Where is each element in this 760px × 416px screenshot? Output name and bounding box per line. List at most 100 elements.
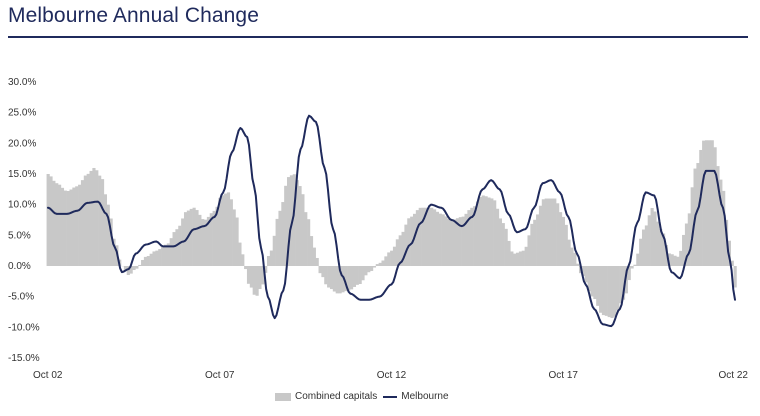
combined-capitals-bar <box>450 220 454 266</box>
combined-capitals-bar <box>358 266 362 284</box>
combined-capitals-bar <box>226 192 231 266</box>
combined-capitals-bar <box>98 175 102 266</box>
combined-capitals-bar <box>613 266 617 317</box>
combined-capitals-bar <box>224 193 228 266</box>
combined-capitals-bar <box>198 214 202 266</box>
combined-capitals-bar <box>341 266 345 293</box>
combined-capitals-bar <box>467 210 471 266</box>
x-tick-label: Oct 07 <box>205 370 235 381</box>
combined-capitals-bar <box>601 266 606 316</box>
title-divider <box>8 36 748 38</box>
combined-capitals-bar <box>490 198 494 266</box>
combined-capitals-bar <box>650 208 654 266</box>
combined-capitals-bar <box>126 266 130 276</box>
combined-capitals-bar <box>175 229 179 266</box>
combined-capitals-bar <box>599 266 603 313</box>
combined-capitals-bar <box>464 213 468 266</box>
combined-capitals-bar <box>412 213 417 266</box>
combined-capitals-bar <box>335 266 339 294</box>
combined-capitals-bar <box>215 206 219 266</box>
y-tick-label: 0.0% <box>8 261 31 272</box>
combined-capitals-bar <box>95 170 99 266</box>
combined-capitals-bar <box>633 264 637 266</box>
combined-capitals-bar <box>610 266 614 319</box>
x-tick-label: Oct 22 <box>719 370 749 381</box>
y-axis: 30.0% 25.0% 20.0% 15.0% 10.0% 5.0% 0.0% -5.0% -1… <box>8 77 40 364</box>
combined-capitals-bar <box>244 266 248 270</box>
combined-capitals-bar <box>318 266 322 274</box>
combined-capitals-bar <box>372 266 377 268</box>
combined-capitals-bar <box>636 253 640 266</box>
combined-capitals-bar <box>123 266 128 271</box>
combined-capitals-bar <box>398 235 402 266</box>
combined-capitals-bar <box>378 262 382 266</box>
combined-capitals-bar <box>653 211 657 266</box>
combined-capitals-bar <box>269 250 273 266</box>
combined-capitals-bar <box>161 246 165 266</box>
combined-capitals-bar <box>647 215 651 266</box>
combined-capitals-bar <box>186 210 190 266</box>
combined-capitals-bar <box>349 266 354 290</box>
combined-capitals-bar <box>501 223 505 266</box>
combined-capitals-bar <box>616 266 620 311</box>
combined-capitals-bar <box>484 196 488 266</box>
y-tick-label: 10.0% <box>8 200 36 211</box>
combined-capitals-bar <box>699 149 703 266</box>
combined-capitals-bar <box>46 174 50 266</box>
combined-capitals-bar <box>100 179 105 266</box>
combined-capitals-bar <box>536 214 540 266</box>
combined-capitals-bar <box>209 213 213 266</box>
combined-capitals-bar <box>418 207 422 266</box>
combined-capitals-bar <box>352 266 357 287</box>
combined-capitals-bar <box>92 167 96 266</box>
combined-capitals-bar <box>533 219 537 266</box>
combined-capitals-bar <box>375 264 379 266</box>
combined-capitals-bar <box>264 266 268 273</box>
combined-capitals-bar <box>69 189 73 266</box>
combined-capitals-bar <box>395 239 399 266</box>
combined-capitals-bar <box>670 254 674 266</box>
legend: Combined capitals Melbourne <box>275 391 449 402</box>
x-tick-label: Oct 12 <box>377 370 407 381</box>
combined-capitals-bar <box>570 247 574 266</box>
combined-capitals-bar <box>424 207 428 266</box>
combined-capitals-bar <box>141 259 145 266</box>
combined-capitals-bar <box>232 209 236 266</box>
combined-capitals-bar <box>596 266 600 306</box>
legend-label-melbourne: Melbourne <box>401 391 449 402</box>
combined-capitals-bar <box>458 217 462 266</box>
combined-capitals-bar <box>238 242 242 266</box>
combined-capitals-bar <box>312 247 316 266</box>
combined-capitals-bar <box>659 228 663 266</box>
combined-capitals-bar <box>607 266 611 318</box>
y-tick-label: 20.0% <box>8 138 36 149</box>
combined-capitals-bar <box>513 253 517 266</box>
combined-capitals-bar <box>204 219 208 266</box>
combined-capitals-bar <box>447 218 451 266</box>
combined-capitals-bar <box>132 266 136 271</box>
combined-capitals-bar <box>344 266 348 292</box>
combined-capitals-bar <box>152 251 156 266</box>
combined-capitals-bar <box>639 238 643 266</box>
combined-capitals-bar <box>364 266 368 276</box>
combined-capitals-bar <box>324 266 328 285</box>
combined-capitals-bar <box>430 207 434 266</box>
combined-capitals-bar <box>327 266 331 288</box>
y-tick-label: 25.0% <box>8 108 36 119</box>
combined-capitals-bar <box>278 210 282 266</box>
combined-capitals-bar <box>381 260 385 266</box>
combined-capitals-bar <box>507 240 511 266</box>
combined-capitals-bar <box>421 207 425 266</box>
combined-capitals-bar <box>441 214 445 266</box>
combined-capitals-bar <box>710 140 714 266</box>
combined-capitals-bar <box>189 208 193 266</box>
combined-capitals-bar <box>516 252 520 266</box>
combined-capitals-bar <box>304 212 308 266</box>
combined-capitals-bar <box>384 256 388 266</box>
combined-capitals-bar <box>401 231 405 266</box>
combined-capitals-bar <box>155 250 159 266</box>
combined-capitals-bar <box>80 180 85 266</box>
combined-capitals-bar <box>576 263 580 266</box>
combined-capitals-bar <box>584 266 588 283</box>
y-tick-label: 5.0% <box>8 230 31 241</box>
